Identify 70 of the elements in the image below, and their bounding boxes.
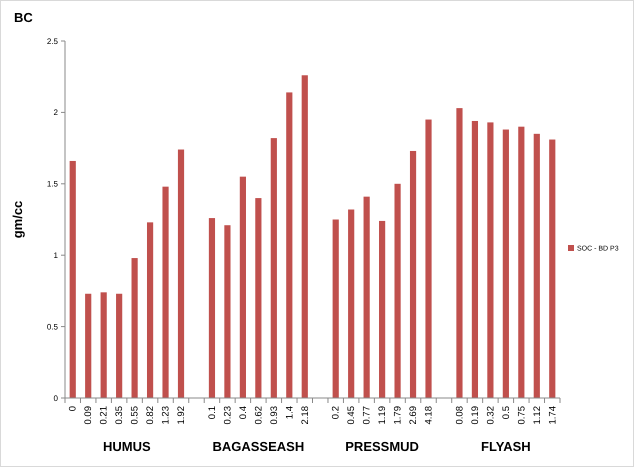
x-tick-label: 0.75 (516, 406, 528, 424)
y-tick-label: 0.5 (46, 322, 59, 332)
text: HUMUS (103, 439, 152, 454)
text: FLYASH (481, 439, 531, 454)
x-tick-label: 0.77 (362, 406, 373, 424)
x-tick-label: 1.4 (284, 406, 296, 420)
x-tick-label: 0.23 (222, 406, 234, 424)
x-tick-label: 0.08 (454, 406, 466, 424)
y-axis-title: gm/cc (10, 200, 25, 238)
chart-title: BC (14, 10, 34, 25)
x-tick-label: 0.1 (206, 406, 218, 420)
x-tick-label: 1.12 (532, 406, 543, 424)
x-tick-label: 1.92 (176, 406, 188, 424)
bar (255, 198, 262, 398)
bar (70, 160, 76, 398)
x-tick-label: 0.21 (98, 406, 110, 424)
y-tick-label: 0 (54, 394, 59, 403)
bar (162, 186, 169, 398)
text: BAGASSEASH (212, 439, 304, 454)
bar (146, 222, 154, 398)
text: PRESSMUD (345, 439, 419, 454)
x-tick-label: 0.35 (114, 406, 126, 424)
bar (379, 220, 386, 398)
x-tick-label: 0.19 (470, 406, 481, 424)
x-tick-label: 2.18 (300, 406, 311, 424)
bar (224, 225, 231, 398)
bar (240, 176, 246, 398)
bar (132, 258, 138, 398)
y-tick-label: 1.5 (46, 180, 59, 189)
x-tick-label: 0.32 (485, 406, 496, 424)
bar (302, 75, 308, 398)
bar (364, 196, 370, 398)
x-tick-label: 0.45 (346, 406, 358, 424)
x-tick-label: 0.82 (145, 406, 156, 424)
x-tick-label: 0 (68, 406, 79, 412)
x-tick-label: 0.55 (130, 406, 141, 424)
x-tick-label: 0.62 (253, 406, 264, 424)
x-tick-label: 0.5 (500, 406, 512, 420)
bar (286, 92, 292, 398)
bar (410, 150, 416, 398)
x-tick-label: 0.93 (268, 406, 280, 424)
bar (394, 184, 401, 398)
bar (549, 140, 556, 398)
x-tick-label: 1.79 (392, 406, 404, 424)
x-tick-label: 4.18 (424, 406, 435, 424)
bar (534, 134, 540, 398)
x-tick-label: 1.23 (160, 406, 172, 424)
x-tick-label: 0.09 (83, 406, 94, 424)
x-tick-label: 2.69 (408, 406, 420, 424)
x-tick-label: 1.74 (547, 406, 558, 424)
bar (208, 218, 216, 398)
bar (502, 130, 509, 398)
bar (332, 220, 339, 398)
bar (100, 292, 107, 398)
bar (425, 120, 432, 398)
y-tick-label: 1 (54, 251, 59, 260)
bar (487, 122, 494, 398)
bar (518, 126, 524, 398)
x-tick-label: 0.2 (330, 406, 342, 420)
bar (456, 108, 463, 398)
y-tick-label: 2 (54, 108, 59, 118)
x-tick-label: 0.4 (238, 406, 249, 420)
bar (85, 294, 92, 398)
bar (348, 210, 354, 398)
bar (116, 294, 122, 398)
x-tick-label: 1.19 (377, 406, 388, 424)
y-tick-label: 2.5 (46, 36, 59, 46)
bar (472, 120, 478, 398)
bar (270, 138, 277, 398)
bar (178, 150, 184, 398)
